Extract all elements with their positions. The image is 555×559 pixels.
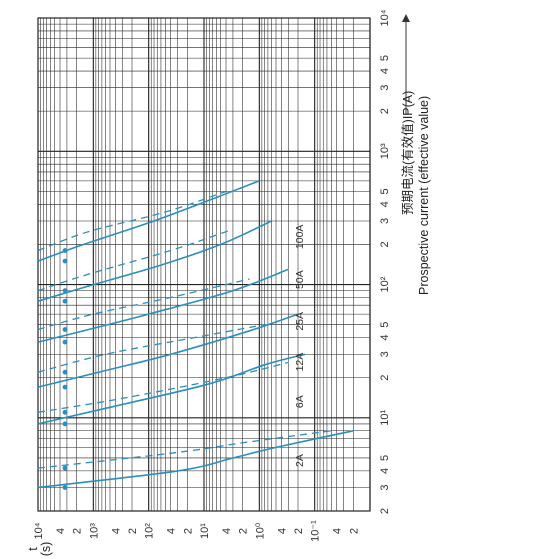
- curve-start-dot: [62, 327, 68, 332]
- current-tick-label: 5: [379, 188, 391, 194]
- time-tick-label: 4: [55, 528, 67, 534]
- plot-frame: [37, 17, 371, 512]
- curve-start-dot: [62, 248, 68, 253]
- chart-grid: [38, 18, 371, 512]
- curve-start-dot: [62, 409, 68, 415]
- curve-2A-max: [37, 430, 354, 489]
- curve-6A-min: [37, 361, 289, 413]
- curve-100A-min: [37, 190, 227, 252]
- current-tick-label: 4: [379, 201, 391, 207]
- current-axis-label-cn: 预期电流(有效值)IP(A): [400, 91, 415, 215]
- time-tick-label: 2: [348, 528, 360, 534]
- time-tick-label: 10⁻¹: [310, 520, 322, 542]
- curve-start-dot: [62, 298, 68, 304]
- time-axis-label-t: t: [26, 547, 40, 551]
- current-tick-label: 3: [379, 484, 391, 490]
- curve-25A-min: [37, 278, 250, 331]
- current-tick-label: 3: [379, 85, 391, 91]
- time-tick-label: 4: [166, 528, 178, 534]
- rating-labels: 2A 6A 12A 25A 50A 100A: [294, 225, 306, 467]
- rating-label-100A: 100A: [294, 225, 306, 250]
- time-tick-label: 2: [182, 528, 194, 534]
- time-tick-label: 10⁴: [33, 522, 45, 539]
- current-tick-label: 3: [379, 218, 391, 224]
- time-tick-label: 10²: [144, 523, 156, 539]
- characteristic-curves: [37, 180, 354, 490]
- rating-label-6A: 6A: [294, 395, 306, 408]
- tick-labels: 10⁴ 4 2 10³ 4 2 10² 4 2 10¹ 4 2 10⁰ 4 2 10⁻¹ 4 2234510¹23…: [33, 9, 391, 542]
- curve-start-dot: [62, 421, 68, 427]
- curve-2A-min: [37, 430, 332, 469]
- curve-start-dot: [62, 384, 68, 390]
- time-tick-label: 2: [72, 528, 84, 534]
- curve-12A-min: [37, 324, 265, 373]
- time-axis-label-unit: (s): [39, 542, 53, 557]
- rating-label-2A: 2A: [294, 454, 306, 467]
- rating-label-50A: 50A: [294, 270, 306, 289]
- rating-label-25A: 25A: [294, 312, 306, 331]
- current-tick-label: 2: [379, 241, 391, 247]
- curve-start-dot: [62, 465, 68, 471]
- curve-50A-min: [37, 228, 234, 292]
- current-tick-label: 10³: [379, 143, 391, 159]
- curve-50A-max: [37, 220, 272, 302]
- curve-start-dot: [62, 288, 68, 294]
- time-tick-label: 4: [332, 528, 344, 534]
- current-tick-label: 5: [379, 455, 391, 461]
- current-tick-label: 10⁴: [379, 9, 391, 26]
- current-tick-label: 4: [379, 468, 391, 474]
- current-tick-label: 2: [379, 108, 391, 114]
- curve-12A-max: [37, 313, 299, 388]
- current-tick-label: 10¹: [379, 410, 391, 426]
- time-tick-label: 2: [238, 528, 250, 534]
- current-tick-label: 5: [379, 322, 391, 328]
- time-tick-label: 2: [127, 528, 139, 534]
- time-tick-label: 10⁰: [254, 522, 266, 539]
- current-axis-label-en: Prospective current (effective value): [417, 96, 431, 295]
- time-tick-label: 10³: [88, 523, 100, 539]
- current-tick-label: 5: [379, 55, 391, 61]
- time-tick-label: 4: [221, 528, 233, 534]
- current-tick-label: 3: [379, 351, 391, 357]
- time-tick-label: 4: [276, 528, 288, 534]
- current-tick-label: 10²: [379, 276, 391, 292]
- curve-start-dot: [62, 485, 68, 490]
- current-tick-label: 2: [379, 375, 391, 381]
- rating-label-12A: 12A: [294, 353, 306, 372]
- curve-start-dot: [62, 258, 68, 264]
- time-tick-label: 4: [110, 528, 122, 534]
- curve-25A-max: [37, 268, 289, 343]
- curve-start-dot: [62, 339, 68, 345]
- current-tick-label: 4: [379, 68, 391, 74]
- time-tick-label: 10¹: [199, 523, 211, 539]
- current-tick-label: 4: [379, 335, 391, 341]
- current-tick-label: 2: [379, 508, 391, 514]
- time-tick-label: 2: [293, 528, 305, 534]
- curve-100A-max: [37, 180, 260, 262]
- curve-start-dot: [62, 369, 68, 375]
- curve-6A-max: [37, 353, 306, 425]
- current-axis-arrow-head: [402, 14, 410, 22]
